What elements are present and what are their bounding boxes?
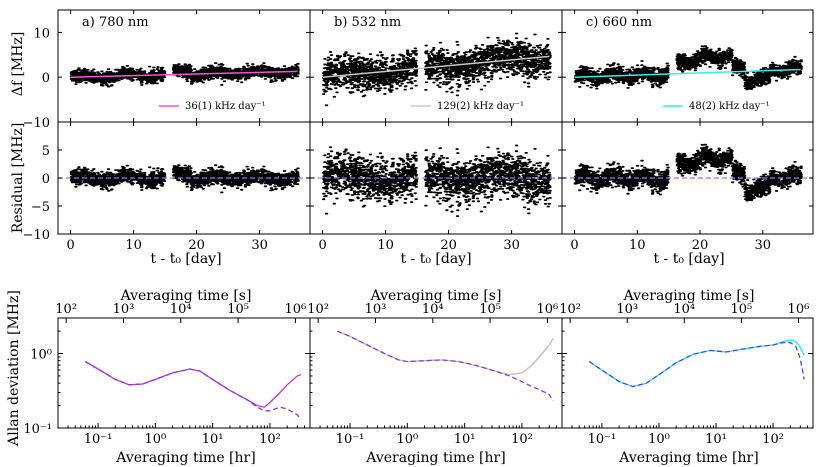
fit-line-a — [70, 70, 298, 78]
allan-xtick-s-label: 10⁶ — [788, 302, 810, 317]
residual-xtick-label: 30 — [251, 238, 268, 253]
allan-xtick-s-label: 10⁴ — [170, 302, 192, 317]
residual-xtick-label: 30 — [755, 238, 772, 253]
allan-xtick-s-label: 10⁵ — [227, 302, 249, 317]
legend-label-a: 36(1) kHz day⁻¹ — [185, 101, 266, 112]
residual-xtick-label: 0 — [66, 238, 74, 253]
allan-xtick-hr-label: 10⁰ — [396, 432, 418, 447]
allan-xtick-hr-label: 10⁻¹ — [336, 432, 365, 447]
residual-xtick-label: 10 — [629, 238, 646, 253]
allan-ytick-label: 10⁰ — [30, 348, 52, 363]
allan-frame-2 — [561, 317, 814, 429]
legend-box-b — [405, 98, 555, 112]
allan-xtick-s-label: 10² — [559, 302, 581, 317]
residual-xlabel-c: t - t₀ [day] — [653, 251, 724, 267]
allan-xtick-hr-label: 10¹ — [454, 432, 476, 447]
allan-solid-c — [588, 339, 805, 388]
residual-xtick-label: 20 — [692, 238, 709, 253]
allan-xtick-hr-label: 10² — [511, 432, 533, 447]
drift-scatter-c — [573, 45, 803, 91]
legend-box-a — [153, 98, 303, 112]
allan-dashed-c — [588, 341, 805, 388]
allan-xtick-hr-label: 10⁰ — [648, 432, 670, 447]
allan-solid-a — [84, 361, 302, 408]
residual-xlabel-a: t - t₀ [day] — [150, 251, 221, 267]
row1-ylabel: Δf [MHz] — [10, 32, 26, 97]
allan-xtick-s-label: 10³ — [113, 302, 135, 317]
frames-layer: a) 780 nm 36(1) kHz day⁻¹ b) 532 nm 129(2) … — [23, 9, 814, 447]
allan-dashed-a — [84, 361, 302, 420]
drift-scatter-b — [321, 32, 552, 107]
allan-xtick-hr-label: 10⁻¹ — [84, 432, 113, 447]
drift-ytick-label: −10 — [23, 116, 50, 131]
residual-scatter-b — [321, 144, 552, 217]
residual-ytick-label: −5 — [31, 200, 50, 215]
allan-xtick-s-label: 10³ — [365, 302, 387, 317]
allan-xtick-s-label: 10⁶ — [284, 302, 306, 317]
residual-scatter-c — [573, 143, 803, 202]
residual-ytick-label: 0 — [42, 172, 50, 187]
legend-box-c — [657, 98, 807, 112]
allan-xtick-hr-label: 10² — [259, 432, 281, 447]
legend-label-c: 48(2) kHz day⁻¹ — [689, 101, 770, 112]
allan-dashed-b — [337, 330, 554, 402]
allan-xtick-s-label: 10⁴ — [673, 302, 695, 317]
allan-xtick-s-label: 10⁶ — [536, 302, 558, 317]
residual-xtick-label: 0 — [318, 238, 326, 253]
residual-xtick-label: 20 — [188, 238, 205, 253]
panel-title-a: a) 780 nm — [82, 15, 149, 30]
allan-xtick-s-label: 10² — [307, 302, 329, 317]
residual-xtick-label: 20 — [440, 238, 457, 253]
allan-xtick-hr-label: 10¹ — [202, 432, 224, 447]
allan-xtick-s-label: 10² — [55, 302, 77, 317]
residual-scatter-a — [69, 164, 300, 194]
residual-xtick-label: 10 — [125, 238, 142, 253]
allan-ytick-label: 10⁻¹ — [23, 422, 52, 437]
drift-ytick-label: 10 — [33, 26, 50, 41]
fit-line-b — [322, 55, 550, 78]
allan-top-xlabel-a: Averaging time [s] — [120, 288, 252, 304]
panel-title-b: b) 532 nm — [334, 15, 401, 30]
residual-xtick-label: 0 — [570, 238, 578, 253]
allan-xlabel-b: Averaging time [hr] — [365, 450, 505, 466]
allan-frame-1 — [309, 317, 563, 429]
allan-xtick-hr-label: 10² — [762, 432, 784, 447]
drift-ytick-label: 0 — [42, 71, 50, 86]
row3-ylabel: Allan deviation [MHz] — [6, 290, 22, 447]
allan-top-xlabel-b: Averaging time [s] — [370, 288, 502, 304]
data-layer — [58, 32, 813, 420]
allan-xtick-hr-label: 10⁻¹ — [588, 432, 617, 447]
residual-xlabel-b: t - t₀ [day] — [400, 251, 471, 267]
residual-xtick-label: 10 — [377, 238, 394, 253]
residual-ytick-label: −10 — [23, 228, 50, 243]
panel-title-c: c) 660 nm — [586, 15, 652, 30]
allan-xlabel-c: Averaging time [hr] — [618, 450, 758, 466]
allan-xtick-s-label: 10⁵ — [479, 302, 501, 317]
residual-xtick-label: 30 — [503, 238, 520, 253]
allan-xtick-s-label: 10⁵ — [730, 302, 752, 317]
allan-solid-b — [337, 330, 554, 376]
fit-line-c — [574, 68, 801, 78]
legend-label-b: 129(2) kHz day⁻¹ — [437, 101, 524, 112]
allan-xtick-s-label: 10³ — [616, 302, 638, 317]
allan-xtick-hr-label: 10¹ — [705, 432, 727, 447]
residual-ytick-label: 5 — [42, 144, 50, 159]
allan-top-xlabel-c: Averaging time [s] — [623, 288, 755, 304]
allan-frame-0 — [57, 317, 311, 429]
row2-ylabel: Residual [MHz] — [10, 123, 26, 234]
allan-xlabel-a: Averaging time [hr] — [115, 450, 255, 466]
allan-xtick-s-label: 10⁴ — [422, 302, 444, 317]
allan-xtick-hr-label: 10⁰ — [144, 432, 166, 447]
